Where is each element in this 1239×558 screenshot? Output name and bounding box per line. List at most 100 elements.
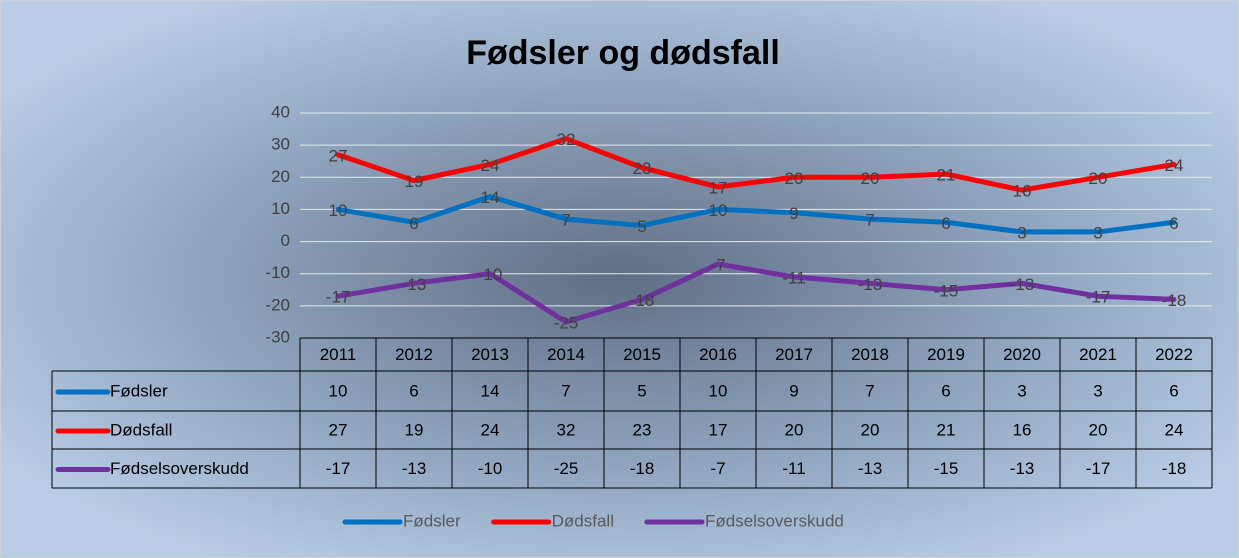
x-tick-label: 2022 (1155, 345, 1193, 364)
legend-label: Fødsler (403, 511, 461, 530)
data-label: 10 (709, 201, 728, 220)
data-label: 7 (865, 211, 874, 230)
table-cell: 10 (709, 381, 728, 400)
table-cell: -17 (1086, 459, 1111, 478)
table-cell: 9 (789, 381, 798, 400)
legend-label: Fødselsoverskudd (705, 511, 844, 530)
data-label: 20 (785, 169, 804, 188)
y-tick-label: 40 (271, 102, 290, 121)
chart-title: Fødsler og dødsfall (466, 34, 780, 72)
table-cell: -7 (710, 459, 725, 478)
table-series-name: Fødsler (110, 381, 168, 400)
data-label: -13 (858, 275, 883, 294)
table-cell: 19 (405, 420, 424, 439)
x-tick-label: 2020 (1003, 345, 1041, 364)
series-line (335, 136, 1177, 193)
data-label: 10 (329, 201, 348, 220)
table-cell: -18 (1162, 459, 1187, 478)
x-tick-label: 2012 (395, 345, 433, 364)
table-cell: -11 (782, 459, 805, 478)
series-line (335, 194, 1177, 235)
data-label: 20 (1089, 169, 1108, 188)
table-cell: 14 (481, 381, 500, 400)
table-cell: 20 (861, 420, 880, 439)
data-label: -7 (710, 256, 725, 275)
x-tick-label: 2019 (927, 345, 965, 364)
table-cell: 6 (409, 381, 418, 400)
x-tick-label: 2015 (623, 345, 661, 364)
data-label: -17 (326, 288, 351, 307)
table-cell: 20 (785, 420, 804, 439)
x-tick-label: 2011 (320, 345, 357, 364)
y-tick-label: 10 (271, 199, 290, 218)
table-cell: 6 (941, 381, 950, 400)
table-cell: 23 (633, 420, 652, 439)
data-label: 21 (937, 166, 956, 185)
data-label: -18 (630, 291, 655, 310)
data-label: 20 (861, 169, 880, 188)
data-label: -18 (1162, 291, 1187, 310)
y-tick-label: -10 (265, 263, 290, 282)
data-label: -15 (934, 281, 959, 300)
table-cell: 5 (637, 381, 646, 400)
data-label: 3 (1093, 223, 1102, 242)
data-label: 24 (481, 156, 500, 175)
x-tick-label: 2016 (699, 345, 737, 364)
data-label: 5 (637, 217, 646, 236)
data-label: 14 (481, 188, 500, 207)
table-cell: -18 (630, 459, 655, 478)
data-label: 16 (1013, 182, 1032, 201)
data-label: 19 (405, 172, 424, 191)
data-label: 3 (1017, 223, 1026, 242)
data-label: 32 (557, 130, 576, 149)
table-cell: -13 (1010, 459, 1035, 478)
table-cell: 20 (1089, 420, 1108, 439)
table-cell: 17 (709, 420, 728, 439)
data-label: 6 (941, 214, 950, 233)
data-label: -17 (1086, 288, 1111, 307)
table-cell: 21 (937, 420, 956, 439)
table-cell: -15 (934, 459, 959, 478)
data-label: -10 (478, 265, 503, 284)
data-label: -13 (1010, 275, 1035, 294)
table-cell: 7 (561, 381, 570, 400)
table-cell: -10 (478, 459, 503, 478)
y-tick-label: -20 (265, 295, 290, 314)
table-cell: 24 (1165, 420, 1184, 439)
table-cell: -17 (326, 459, 351, 478)
x-tick-label: 2014 (547, 345, 585, 364)
table-cell: 6 (1169, 381, 1178, 400)
data-label: 7 (561, 211, 570, 230)
legend-label: Dødsfall (552, 511, 614, 530)
y-tick-label: 20 (271, 167, 290, 186)
data-label: 6 (409, 214, 418, 233)
table-series-name: Dødsfall (110, 420, 172, 439)
x-tick-label: 2018 (851, 345, 889, 364)
data-label: 6 (1169, 214, 1178, 233)
table-cell: 7 (865, 381, 874, 400)
table-series-name: Fødselsoverskudd (110, 459, 249, 478)
data-label: -11 (782, 268, 805, 287)
data-label: -25 (554, 313, 579, 332)
data-label: 24 (1165, 156, 1184, 175)
table-cell: -13 (858, 459, 883, 478)
data-label: 23 (633, 159, 652, 178)
table-cell: 24 (481, 420, 500, 439)
x-tick-label: 2013 (471, 345, 509, 364)
data-label: 27 (329, 146, 348, 165)
series-line (335, 261, 1177, 325)
table-cell: 32 (557, 420, 576, 439)
table-cell: 3 (1093, 381, 1102, 400)
y-tick-label: 30 (271, 135, 290, 154)
table-cell: -13 (402, 459, 427, 478)
data-label: 9 (789, 204, 798, 223)
x-tick-label: 2021 (1079, 345, 1117, 364)
table-cell: 10 (329, 381, 348, 400)
data-label: -13 (402, 275, 427, 294)
table-cell: 3 (1017, 381, 1026, 400)
y-tick-label: 0 (281, 231, 290, 250)
y-tick-label: -30 (265, 327, 290, 346)
x-tick-label: 2017 (775, 345, 813, 364)
